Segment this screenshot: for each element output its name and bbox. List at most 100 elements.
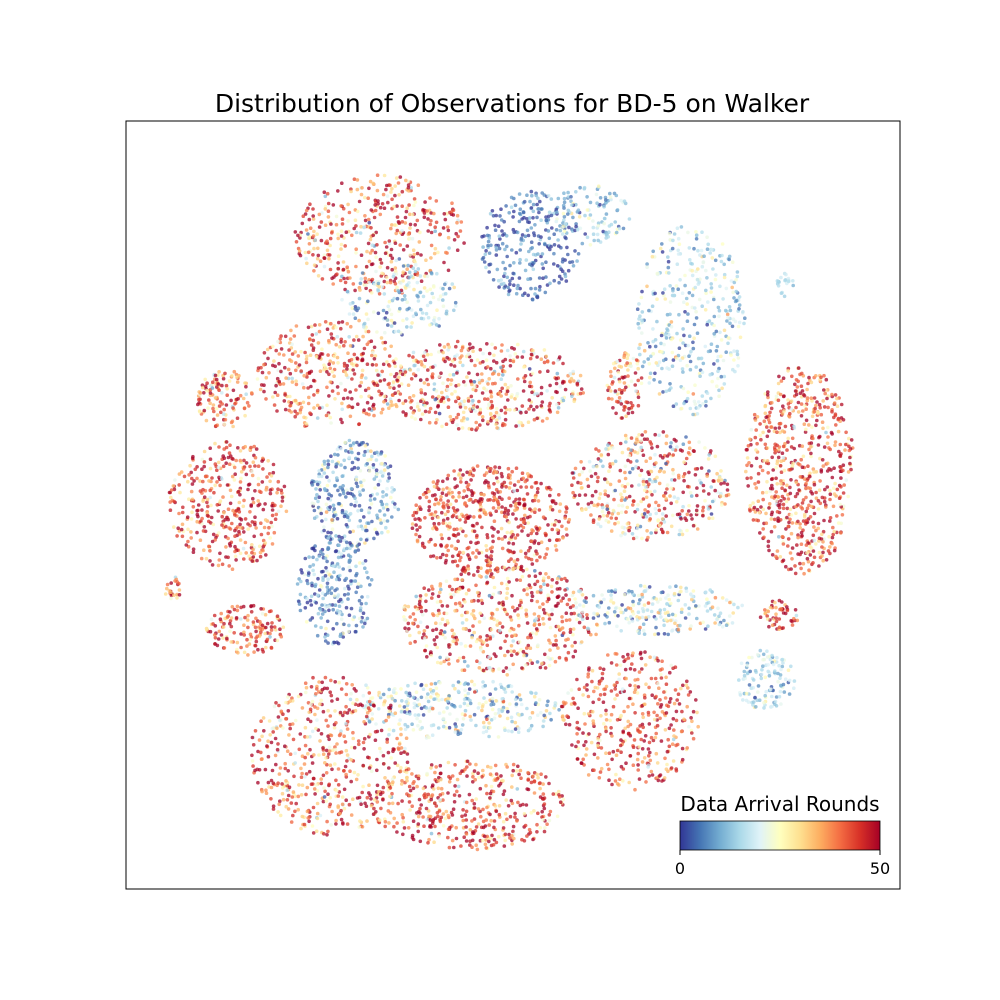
- scatter-point-4742: [770, 486, 775, 491]
- scatter-point-4265: [707, 516, 711, 521]
- scatter-point-2376: [630, 410, 635, 415]
- scatter-point-1265: [668, 312, 672, 317]
- scatter-point-2211: [455, 371, 459, 375]
- scatter-point-510: [401, 318, 405, 323]
- scatter-point-2684: [257, 544, 262, 549]
- scatter-point-4490: [817, 564, 821, 568]
- scatter-point-2487: [218, 551, 222, 556]
- scatter-point-910: [621, 226, 626, 231]
- scatter-point-4809: [832, 548, 837, 553]
- scatter-point-551: [435, 308, 439, 313]
- scatter-point-2977: [334, 534, 338, 538]
- scatter-point-3439: [298, 592, 303, 597]
- scatter-point-4795: [820, 495, 825, 500]
- scatter-point-3560: [553, 544, 558, 548]
- scatter-point-1461: [198, 391, 203, 395]
- scatter-point-4797: [788, 517, 792, 522]
- scatter-point-2535: [251, 460, 256, 465]
- scatter-point-2654: [216, 460, 221, 465]
- scatter-point-3972: [472, 468, 476, 472]
- scatter-point-384: [387, 239, 392, 243]
- scatter-point-663: [498, 214, 502, 218]
- scatter-point-2620: [256, 482, 261, 487]
- scatter-point-912: [604, 201, 608, 205]
- scatter-point-2996: [387, 472, 391, 476]
- scatter-point-3928: [475, 548, 479, 553]
- scatter-point-1143: [709, 396, 713, 401]
- scatter-point-3746: [476, 540, 480, 545]
- scatter-point-3551: [515, 557, 520, 562]
- scatter-point-6: [340, 217, 345, 221]
- scatter-point-3692: [429, 537, 433, 542]
- scatter-point-3606: [440, 491, 445, 496]
- scatter-point-3167: [393, 505, 397, 510]
- scatter-point-255: [385, 183, 389, 188]
- scatter-point-951: [585, 235, 590, 240]
- scatter-point-1777: [350, 361, 354, 366]
- scatter-point-486: [378, 265, 383, 269]
- scatter-point-4830: [830, 535, 835, 540]
- scatter-point-3960: [455, 508, 460, 512]
- scatter-point-3982: [536, 499, 541, 503]
- scatter-point-4390: [596, 502, 600, 507]
- scatter-point-861: [556, 196, 561, 201]
- scatter-point-2765: [237, 529, 241, 534]
- scatter-point-2144: [493, 346, 498, 350]
- scatter-point-1298: [664, 389, 668, 394]
- scatter-point-1121: [691, 392, 696, 396]
- scatter-point-306: [351, 282, 356, 286]
- scatter-point-2293: [471, 398, 475, 403]
- scatter-point-4381: [639, 468, 644, 473]
- scatter-point-4859: [793, 494, 798, 499]
- scatter-point-689: [517, 192, 522, 196]
- scatter-point-3009: [384, 525, 388, 530]
- scatter-point-2603: [227, 462, 232, 467]
- scatter-point-4807: [774, 394, 779, 399]
- scatter-point-3346: [323, 574, 328, 578]
- scatter-point-331: [455, 213, 460, 218]
- scatter-point-1836: [295, 411, 299, 416]
- scatter-point-3816: [468, 469, 473, 474]
- scatter-point-1644: [350, 396, 354, 401]
- scatter-point-3113: [348, 443, 353, 448]
- scatter-point-2856: [235, 608, 240, 613]
- scatter-point-2676: [191, 454, 195, 459]
- scatter-point-894: [591, 225, 596, 230]
- scatter-point-1814: [264, 375, 269, 380]
- scatter-point-3287: [342, 538, 347, 543]
- scatter-point-1633: [294, 382, 299, 387]
- scatter-point-2308: [419, 399, 423, 404]
- scatter-point-2080: [440, 424, 444, 429]
- scatter-point-4378: [606, 452, 611, 457]
- scatter-point-3770: [464, 494, 469, 499]
- scatter-point-4088: [590, 493, 595, 498]
- scatter-point-3686: [513, 536, 518, 540]
- scatter-point-2263: [531, 348, 535, 353]
- scatter-point-4367: [697, 440, 701, 444]
- scatter-point-509: [425, 274, 430, 279]
- scatter-point-4982: [807, 375, 811, 380]
- scatter-point-1424: [230, 419, 235, 424]
- scatter-point-1508: [345, 321, 350, 326]
- scatter-point-1801: [272, 359, 276, 363]
- scatter-point-4285: [664, 434, 669, 438]
- scatter-point-2456: [224, 461, 228, 466]
- scatter-point-4388: [609, 516, 614, 520]
- scatter-point-3473: [299, 579, 303, 584]
- scatter-point-1669: [346, 351, 350, 356]
- scatter-point-2262: [463, 405, 468, 410]
- scatter-point-2718: [253, 464, 257, 468]
- scatter-point-4375: [663, 491, 668, 495]
- scatter-point-4098: [588, 469, 592, 473]
- scatter-point-1300: [704, 268, 708, 273]
- scatter-point-2005: [508, 408, 512, 412]
- scatter-point-756: [484, 265, 488, 270]
- scatter-point-3828: [556, 531, 560, 535]
- scatter-point-3881: [537, 508, 542, 512]
- scatter-point-4891: [830, 392, 834, 397]
- scatter-point-3872: [550, 527, 554, 532]
- scatter-point-1618: [282, 399, 287, 403]
- scatter-point-1204: [737, 303, 742, 307]
- scatter-point-4607: [811, 520, 815, 525]
- scatter-point-4429: [676, 496, 680, 501]
